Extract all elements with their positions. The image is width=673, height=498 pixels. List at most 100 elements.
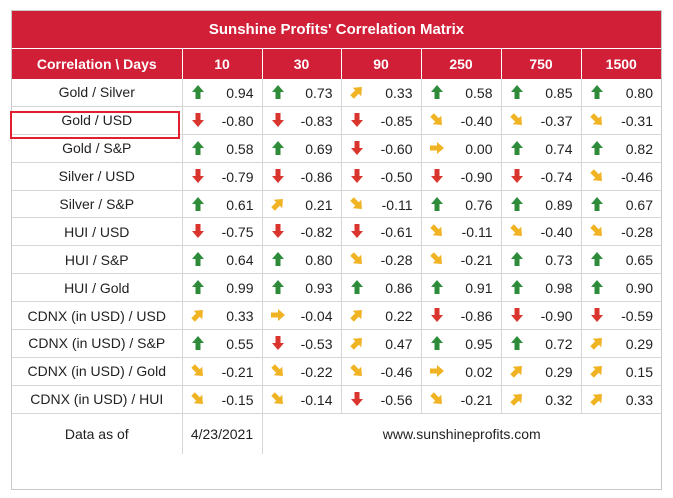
- correlation-value: -0.86: [460, 308, 493, 325]
- arrow-down-icon: [350, 391, 363, 406]
- arrow-up-right-icon: [589, 338, 602, 350]
- correlation-value: -0.53: [300, 336, 333, 353]
- correlation-value: 0.15: [625, 363, 653, 380]
- correlation-cell: 0.58: [182, 134, 263, 163]
- arrow-up-icon: [510, 252, 523, 267]
- correlation-value: -0.50: [380, 168, 413, 185]
- arrow-up-icon: [590, 196, 603, 211]
- arrow-up-right-icon: [509, 365, 522, 378]
- correlation-cell: 0.55: [182, 329, 263, 358]
- correlation-value: 0.33: [226, 308, 254, 325]
- arrow-up-icon: [350, 280, 363, 295]
- correlation-cell: 0.85: [501, 79, 582, 107]
- header-days-1500: 1500: [581, 49, 661, 79]
- correlation-value: 0.80: [305, 252, 333, 269]
- correlation-value: 0.00: [465, 140, 493, 157]
- row-label: Gold / USD: [12, 106, 183, 135]
- correlation-value: -0.21: [460, 252, 493, 269]
- row-label: CDNX (in USD) / HUI: [12, 385, 183, 414]
- arrow-up-icon: [191, 85, 204, 99]
- header-row: Correlation \ Days 10 30 90 250 750 1500: [12, 49, 661, 79]
- correlation-value: 0.33: [625, 391, 653, 408]
- correlation-value: 0.02: [465, 363, 493, 380]
- arrow-up-right-icon: [349, 87, 362, 99]
- correlation-cell: 0.47: [341, 329, 422, 358]
- arrow-down-icon: [191, 112, 204, 127]
- correlation-value: 0.94: [226, 85, 254, 101]
- correlation-cell: -0.50: [341, 162, 422, 191]
- table-row: Silver / USD -0.79 -0.86 -0.50 -0.90 -0.74 -0.…: [12, 162, 661, 191]
- arrow-up-icon: [590, 252, 603, 267]
- arrow-down-icon: [350, 168, 363, 183]
- arrow-down-right-icon: [349, 252, 362, 265]
- arrow-down-right-icon: [429, 392, 442, 404]
- correlation-cell: 0.21: [262, 190, 342, 219]
- arrow-down-icon: [191, 168, 204, 183]
- correlation-value: -0.14: [300, 391, 333, 408]
- correlation-cell: -0.90: [501, 301, 582, 331]
- correlation-value: -0.40: [540, 224, 573, 241]
- correlation-cell: 0.86: [341, 273, 422, 303]
- correlation-value: -0.28: [380, 252, 413, 269]
- arrow-down-right-icon: [509, 224, 522, 237]
- row-label: CDNX (in USD) / S&P: [12, 329, 183, 358]
- correlation-cell: -0.86: [262, 162, 342, 191]
- arrow-down-icon: [510, 168, 523, 183]
- arrow-down-right-icon: [349, 364, 362, 376]
- correlation-value: -0.11: [381, 196, 413, 213]
- correlation-cell: -0.83: [262, 106, 342, 135]
- footer-label: Data as of: [12, 413, 183, 454]
- correlation-value: -0.46: [380, 363, 413, 380]
- correlation-value: -0.21: [221, 363, 254, 380]
- correlation-cell: -0.40: [421, 106, 502, 135]
- correlation-cell: -0.90: [421, 162, 502, 191]
- arrow-down-icon: [510, 308, 523, 323]
- table-row: CDNX (in USD) / Gold -0.21 -0.22 -0.46 0.02 0…: [12, 357, 661, 386]
- arrow-up-icon: [590, 85, 603, 99]
- row-label: CDNX (in USD) / USD: [12, 301, 183, 331]
- arrow-right-icon: [429, 364, 444, 377]
- correlation-cell: 0.95: [421, 329, 502, 358]
- correlation-cell: 0.29: [501, 357, 582, 386]
- row-label: Gold / Silver: [12, 79, 183, 107]
- arrow-up-right-icon: [349, 310, 362, 322]
- correlation-cell: -0.46: [341, 357, 422, 386]
- correlation-cell: 0.99: [182, 273, 263, 303]
- correlation-cell: -0.14: [262, 385, 342, 414]
- correlation-value: -0.04: [300, 308, 333, 325]
- arrow-up-icon: [271, 252, 284, 267]
- correlation-value: -0.61: [380, 224, 413, 241]
- correlation-value: 0.67: [625, 196, 653, 213]
- arrow-up-icon: [510, 196, 523, 211]
- header-days-750: 750: [501, 49, 582, 79]
- table-row: HUI / S&P 0.64 0.80 -0.28 -0.21 0.73 0.65: [12, 245, 661, 275]
- correlation-cell: 0.98: [501, 273, 582, 303]
- arrow-up-icon: [191, 336, 204, 351]
- row-label: CDNX (in USD) / Gold: [12, 357, 183, 386]
- correlation-value: -0.56: [380, 391, 413, 408]
- arrow-down-right-icon: [349, 196, 362, 209]
- correlation-value: -0.83: [300, 112, 333, 129]
- correlation-value: -0.15: [221, 391, 254, 408]
- header-days-90: 90: [341, 49, 422, 79]
- correlation-cell: -0.15: [182, 385, 263, 414]
- row-label: HUI / Gold: [12, 273, 183, 303]
- footer-row: Data as of 4/23/2021 www.sunshineprofits…: [12, 413, 661, 454]
- row-label: Gold / S&P: [12, 134, 183, 163]
- correlation-value: 0.85: [545, 85, 573, 101]
- correlation-value: 0.74: [545, 140, 573, 157]
- correlation-value: -0.11: [461, 224, 493, 241]
- correlation-value: 0.99: [226, 280, 254, 297]
- footer-website: www.sunshineprofits.com: [382, 425, 541, 442]
- correlation-cell: 0.29: [581, 329, 661, 358]
- table-row: Gold / S&P 0.58 0.69 -0.60 0.00 0.74 0.82: [12, 134, 661, 163]
- arrow-down-right-icon: [190, 392, 203, 404]
- arrow-down-icon: [430, 308, 443, 323]
- arrow-up-icon: [430, 336, 443, 351]
- arrow-up-right-icon: [589, 365, 602, 378]
- table-row: HUI / Gold 0.99 0.93 0.86 0.91 0.98 0.90: [12, 273, 661, 303]
- table-row: Gold / Silver 0.94 0.73 0.33 0.58 0.85 0.80: [12, 79, 661, 107]
- arrow-down-icon: [271, 224, 284, 239]
- arrow-up-icon: [430, 196, 443, 211]
- correlation-value: 0.33: [385, 85, 413, 101]
